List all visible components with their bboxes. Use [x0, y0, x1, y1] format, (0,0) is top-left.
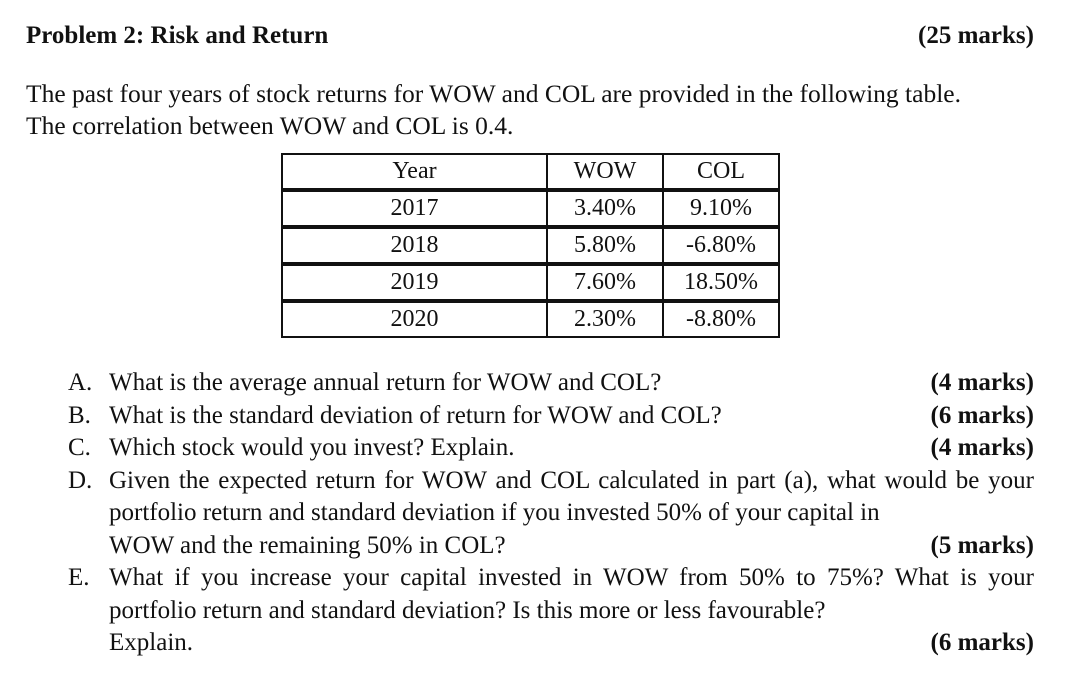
wow-cell: 3.40%: [546, 190, 664, 227]
question-d: D. Given the expected return for WOW and…: [68, 465, 1034, 563]
wow-cell: 7.60%: [546, 264, 664, 301]
table-row: 2017 3.40% 9.10%: [281, 190, 780, 227]
table-row: 2020 2.30% -8.80%: [281, 301, 780, 338]
year-cell: 2020: [281, 301, 548, 338]
question-body: What is the average annual return for WO…: [109, 367, 1034, 400]
question-e: E. What if you increase your capital inv…: [68, 562, 1034, 660]
question-c: C. Which stock would you invest? Explain…: [68, 432, 1034, 465]
returns-table: Year WOW COL 2017 3.40% 9.10% 2018 5.80%…: [281, 153, 780, 338]
intro-line-2: The correlation between WOW and COL is 0…: [26, 111, 514, 140]
header-col: COL: [662, 153, 780, 190]
question-marks: (5 marks): [930, 531, 1034, 559]
table-row: 2018 5.80% -6.80%: [281, 227, 780, 264]
question-text: What is the average annual return for WO…: [109, 369, 662, 396]
col-cell: 9.10%: [662, 190, 780, 227]
question-b: B. What is the standard deviation of ret…: [68, 400, 1034, 433]
question-a: A. What is the average annual return for…: [68, 367, 1034, 400]
question-text-end: Explain.: [109, 629, 194, 656]
question-marks: (6 marks): [930, 401, 1034, 429]
question-marks: (4 marks): [930, 434, 1034, 461]
question-text: Given the expected return for WOW and CO…: [109, 466, 1034, 527]
question-body: Given the expected return for WOW and CO…: [109, 465, 1034, 563]
question-text: What if you increase your capital invest…: [109, 564, 1034, 624]
table-header-row: Year WOW COL: [281, 153, 780, 190]
problem-total-marks: (25 marks): [918, 22, 1034, 49]
question-body: What if you increase your capital invest…: [109, 562, 1034, 660]
year-cell: 2019: [281, 264, 548, 301]
intro-line-1: The past four years of stock returns for…: [26, 79, 961, 108]
question-last-line: WOW and the remaining 50% in COL? (5 mar…: [109, 530, 1034, 563]
question-list: A. What is the average annual return for…: [68, 367, 1034, 660]
question-marks: (4 marks): [930, 369, 1034, 396]
problem-intro: The past four years of stock returns for…: [26, 78, 1041, 142]
problem-title: Problem 2: Risk and Return: [26, 22, 329, 49]
question-body: Which stock would you invest? Explain. (…: [109, 432, 1034, 465]
year-cell: 2017: [281, 190, 548, 227]
question-letter: A.: [68, 369, 93, 396]
wow-cell: 5.80%: [546, 227, 664, 264]
question-body: What is the standard deviation of return…: [109, 400, 1034, 433]
col-cell: 18.50%: [662, 264, 780, 301]
question-text: Which stock would you invest? Explain.: [109, 434, 515, 461]
question-text: What is the standard deviation of return…: [109, 401, 722, 429]
question-text-end: WOW and the remaining 50% in COL?: [109, 531, 506, 559]
question-letter: E.: [68, 564, 90, 591]
question-marks: (6 marks): [930, 629, 1034, 656]
header-wow: WOW: [546, 153, 664, 190]
year-cell: 2018: [281, 227, 548, 264]
wow-cell: 2.30%: [546, 301, 664, 338]
question-letter: B.: [68, 401, 91, 429]
question-last-line: Explain. (6 marks): [109, 627, 1034, 660]
question-letter: D.: [68, 466, 93, 494]
problem-header: Problem 2: Risk and Return (25 marks): [26, 20, 1034, 52]
table-row: 2019 7.60% 18.50%: [281, 264, 780, 301]
col-cell: -6.80%: [662, 227, 780, 264]
question-letter: C.: [68, 434, 91, 461]
col-cell: -8.80%: [662, 301, 780, 338]
header-year: Year: [281, 153, 548, 190]
